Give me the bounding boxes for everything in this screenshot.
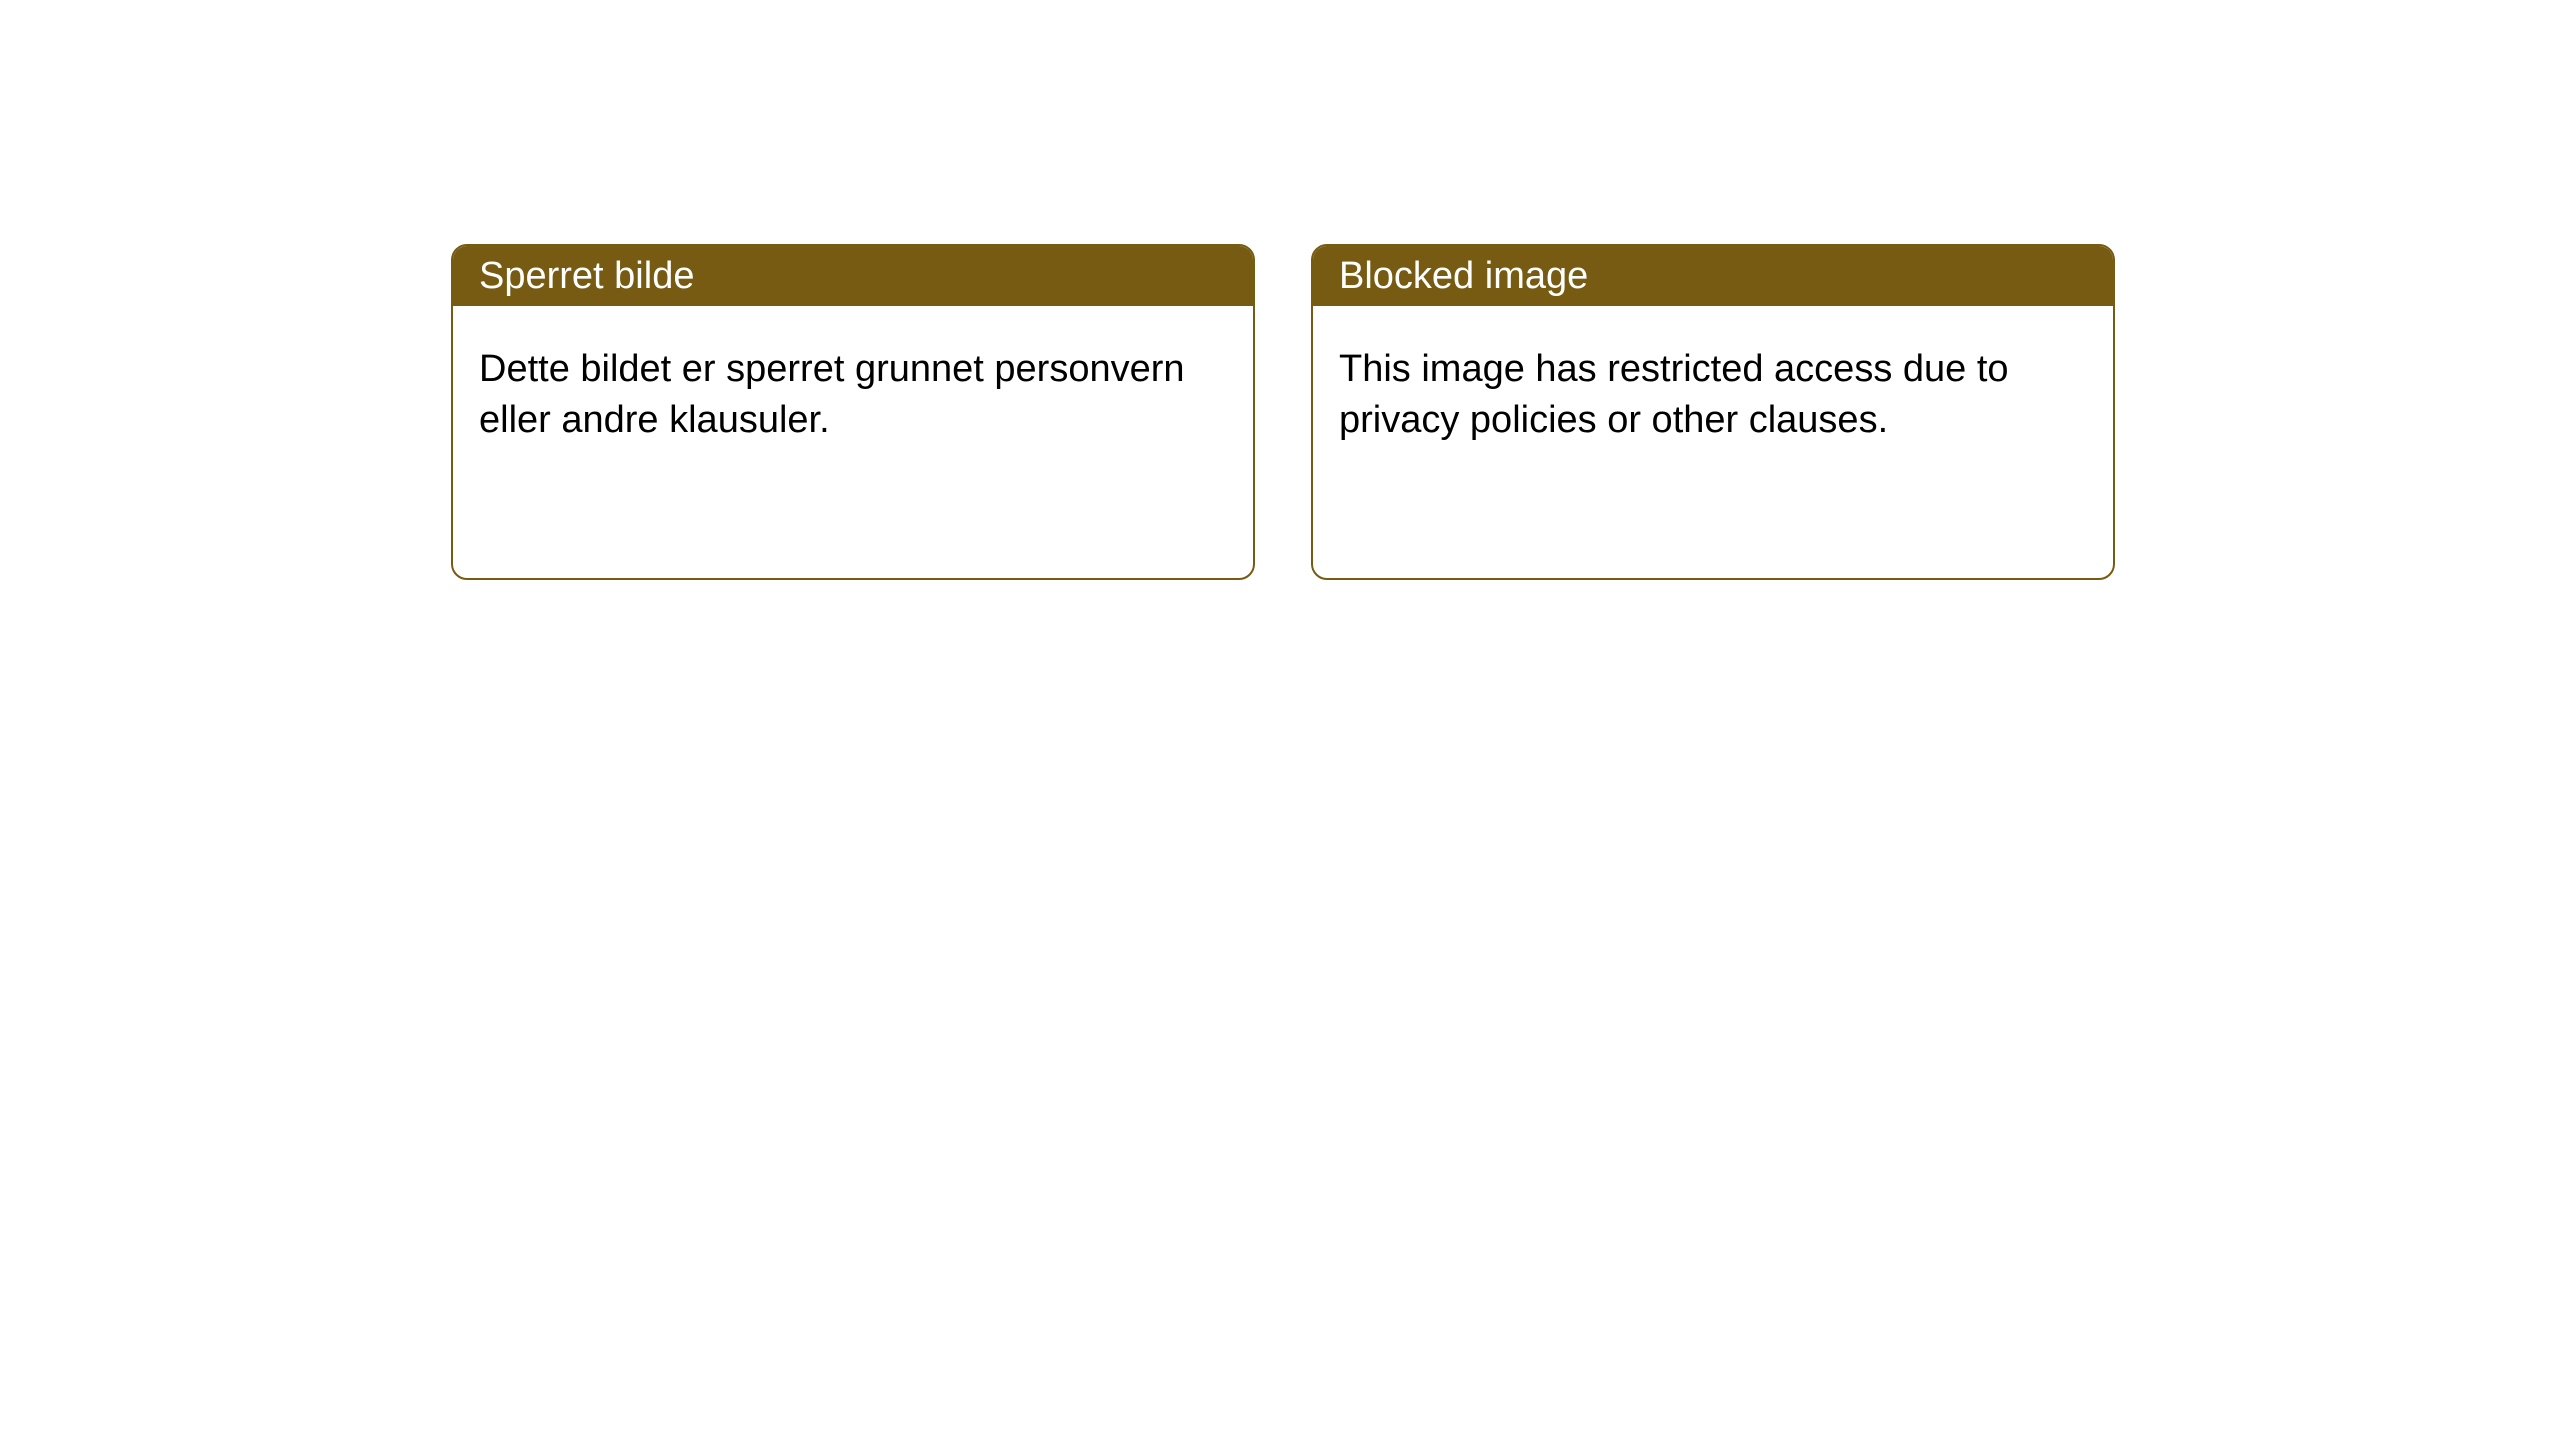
card-title-norwegian: Sperret bilde	[479, 255, 694, 298]
card-message-english: This image has restricted access due to …	[1339, 348, 2009, 441]
card-header-english: Blocked image	[1313, 246, 2113, 306]
card-message-norwegian: Dette bildet er sperret grunnet personve…	[479, 348, 1185, 441]
card-title-english: Blocked image	[1339, 255, 1588, 298]
card-container: Sperret bilde Dette bildet er sperret gr…	[0, 0, 2560, 580]
card-body-norwegian: Dette bildet er sperret grunnet personve…	[453, 306, 1253, 485]
card-body-english: This image has restricted access due to …	[1313, 306, 2113, 485]
card-header-norwegian: Sperret bilde	[453, 246, 1253, 306]
blocked-image-card-english: Blocked image This image has restricted …	[1311, 244, 2115, 580]
blocked-image-card-norwegian: Sperret bilde Dette bildet er sperret gr…	[451, 244, 1255, 580]
